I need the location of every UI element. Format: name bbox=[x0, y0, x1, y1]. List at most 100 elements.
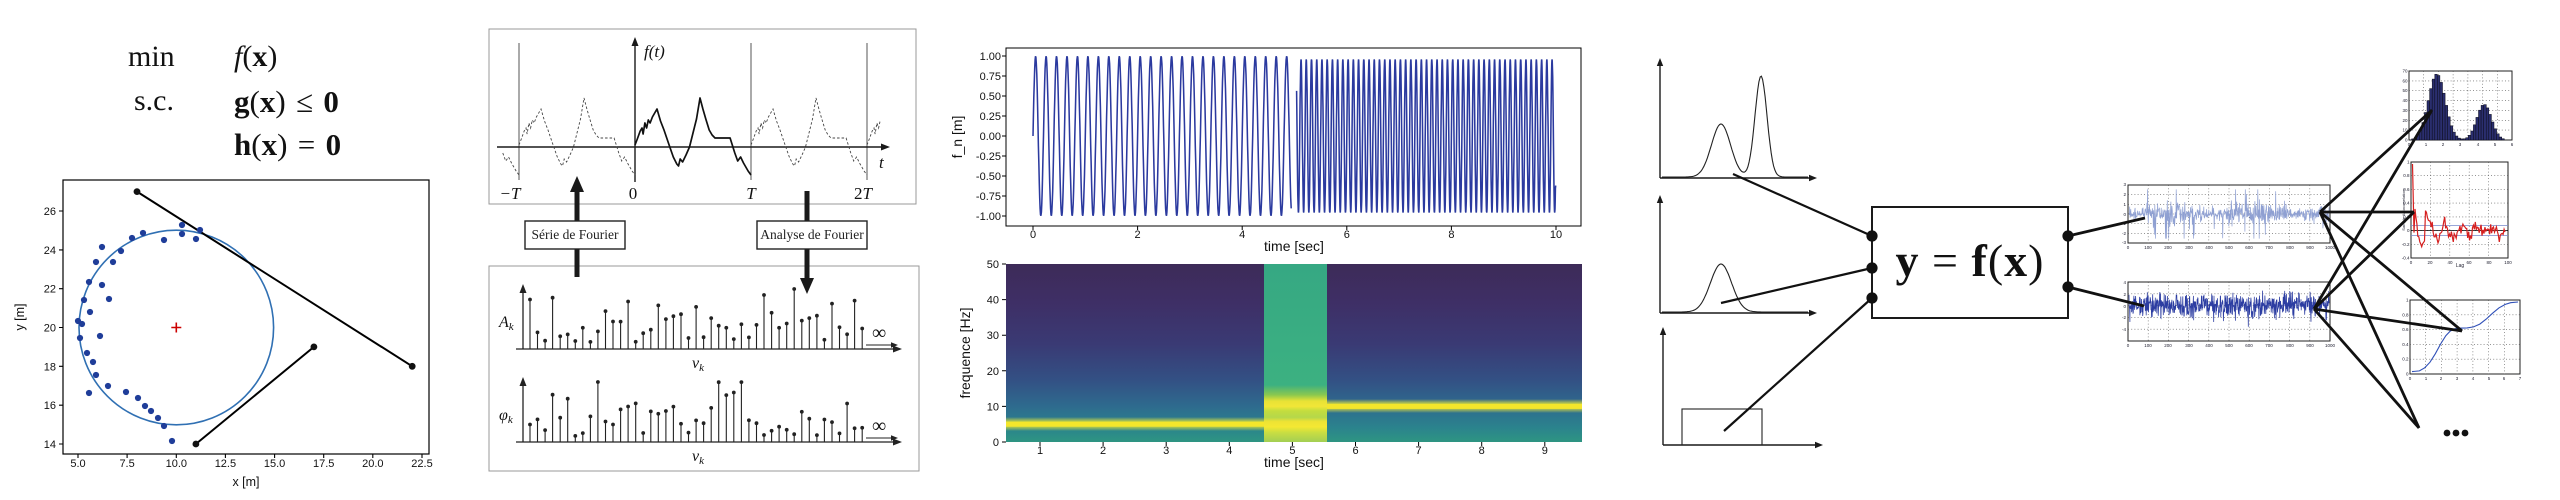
svg-text:-0.4: -0.4 bbox=[2402, 256, 2410, 261]
svg-text:0: 0 bbox=[1030, 229, 1036, 241]
svg-text:4: 4 bbox=[2477, 142, 2480, 147]
svg-text:T: T bbox=[746, 184, 757, 203]
svg-text:50: 50 bbox=[2402, 88, 2408, 93]
svg-text:-0.2: -0.2 bbox=[2402, 242, 2410, 247]
svg-text:5: 5 bbox=[2494, 142, 2497, 147]
svg-text:1: 1 bbox=[2123, 202, 2126, 207]
svg-text:40: 40 bbox=[2402, 98, 2408, 103]
svg-text:10: 10 bbox=[2402, 128, 2408, 133]
svg-text:300: 300 bbox=[2185, 343, 2193, 348]
svg-text:50: 50 bbox=[987, 259, 999, 271]
svg-text:0: 0 bbox=[2123, 212, 2126, 217]
svg-text:600: 600 bbox=[2245, 343, 2253, 348]
svg-text:x [m]: x [m] bbox=[232, 475, 259, 489]
svg-text:-4: -4 bbox=[2122, 327, 2126, 332]
svg-text:20: 20 bbox=[2402, 118, 2408, 123]
svg-text:6: 6 bbox=[1352, 445, 1358, 457]
svg-text:0.4: 0.4 bbox=[2402, 342, 2409, 347]
svg-text:30: 30 bbox=[2402, 108, 2408, 113]
svg-text:5: 5 bbox=[1289, 445, 1295, 457]
svg-text:12.5: 12.5 bbox=[215, 458, 236, 470]
svg-text:6: 6 bbox=[2511, 142, 2514, 147]
svg-text:0.2: 0.2 bbox=[2402, 357, 2409, 362]
svg-text:s.c.: s.c. bbox=[134, 84, 174, 117]
svg-text:300: 300 bbox=[2185, 245, 2193, 250]
svg-text:-0.50: -0.50 bbox=[976, 171, 1001, 183]
svg-text:100: 100 bbox=[2144, 343, 2152, 348]
svg-text:15.0: 15.0 bbox=[264, 458, 285, 470]
svg-text:1: 1 bbox=[1037, 445, 1043, 457]
svg-text:0: 0 bbox=[2406, 372, 2409, 377]
svg-text:1: 1 bbox=[2425, 376, 2428, 381]
svg-text:30: 30 bbox=[987, 330, 999, 342]
svg-text:h(x) = 0: h(x) = 0 bbox=[234, 127, 341, 162]
svg-text:60: 60 bbox=[2466, 260, 2472, 265]
svg-text:400: 400 bbox=[2205, 245, 2213, 250]
svg-text:4: 4 bbox=[1239, 229, 1245, 241]
svg-text:-2: -2 bbox=[2122, 231, 2126, 236]
svg-text:0: 0 bbox=[2410, 260, 2413, 265]
svg-text:0.6: 0.6 bbox=[2403, 187, 2410, 192]
svg-text:Série de Fourier: Série de Fourier bbox=[532, 227, 619, 242]
svg-text:0.6: 0.6 bbox=[2402, 327, 2409, 332]
svg-text:6: 6 bbox=[2503, 376, 2506, 381]
svg-text:0: 0 bbox=[2407, 228, 2410, 233]
svg-text:Sample Autocorrelation: Sample Autocorrelation bbox=[2401, 189, 2406, 230]
svg-text:0: 0 bbox=[2408, 142, 2411, 147]
svg-text:80: 80 bbox=[2486, 260, 2492, 265]
svg-text:10.0: 10.0 bbox=[166, 458, 187, 470]
svg-text:5: 5 bbox=[2488, 376, 2491, 381]
svg-text:20: 20 bbox=[44, 323, 56, 335]
svg-text:f(t): f(t) bbox=[644, 42, 665, 61]
svg-text:min: min bbox=[128, 40, 175, 73]
svg-text:-1.00: -1.00 bbox=[976, 211, 1001, 223]
svg-text:0.8: 0.8 bbox=[2403, 173, 2410, 178]
svg-text:0.50: 0.50 bbox=[980, 91, 1001, 103]
svg-text:800: 800 bbox=[2286, 245, 2294, 250]
svg-text:40: 40 bbox=[2447, 260, 2453, 265]
svg-text:0: 0 bbox=[993, 437, 999, 449]
svg-text:4: 4 bbox=[2123, 280, 2126, 285]
svg-text:0.75: 0.75 bbox=[980, 71, 1001, 83]
svg-text:7: 7 bbox=[2519, 376, 2522, 381]
svg-text:9: 9 bbox=[1542, 445, 1548, 457]
svg-text:0.00: 0.00 bbox=[980, 131, 1001, 143]
svg-text:Lag: Lag bbox=[2456, 263, 2465, 269]
svg-text:7: 7 bbox=[1416, 445, 1422, 457]
svg-text:100: 100 bbox=[2504, 260, 2512, 265]
svg-text:0: 0 bbox=[629, 184, 638, 203]
svg-text:3: 3 bbox=[2459, 142, 2462, 147]
svg-text:0: 0 bbox=[2127, 245, 2130, 250]
svg-text:4: 4 bbox=[1226, 445, 1232, 457]
svg-text:1000: 1000 bbox=[2325, 343, 2336, 348]
svg-text:0.4: 0.4 bbox=[2403, 201, 2410, 206]
svg-text:600: 600 bbox=[2245, 245, 2253, 250]
svg-text:20.0: 20.0 bbox=[362, 458, 383, 470]
svg-text:2T: 2T bbox=[854, 184, 874, 203]
svg-text:0: 0 bbox=[2409, 376, 2412, 381]
svg-text:0.25: 0.25 bbox=[980, 111, 1001, 123]
svg-text:1: 1 bbox=[2407, 160, 2410, 165]
svg-text:2: 2 bbox=[2123, 292, 2126, 297]
svg-text:900: 900 bbox=[2306, 245, 2314, 250]
svg-text:10: 10 bbox=[1550, 229, 1562, 241]
svg-text:8: 8 bbox=[1448, 229, 1454, 241]
svg-text:4: 4 bbox=[2472, 376, 2475, 381]
svg-text:20: 20 bbox=[2427, 260, 2433, 265]
svg-text:time [sec]: time [sec] bbox=[1264, 238, 1324, 254]
svg-text:900: 900 bbox=[2306, 343, 2314, 348]
svg-text:Analyse de Fourier: Analyse de Fourier bbox=[760, 227, 864, 242]
svg-text:0.8: 0.8 bbox=[2402, 312, 2409, 317]
svg-text:200: 200 bbox=[2164, 343, 2172, 348]
svg-text:2: 2 bbox=[1135, 229, 1141, 241]
svg-text:3: 3 bbox=[1163, 445, 1169, 457]
svg-text:f_n [m]: f_n [m] bbox=[949, 116, 965, 159]
svg-text:7.5: 7.5 bbox=[119, 458, 134, 470]
svg-text:800: 800 bbox=[2286, 343, 2294, 348]
svg-text:time [sec]: time [sec] bbox=[1264, 454, 1324, 470]
svg-text:500: 500 bbox=[2225, 343, 2233, 348]
svg-text:5.0: 5.0 bbox=[70, 458, 85, 470]
svg-text:-3: -3 bbox=[2122, 240, 2126, 245]
svg-text:22.5: 22.5 bbox=[411, 458, 432, 470]
svg-text:2: 2 bbox=[2442, 142, 2445, 147]
